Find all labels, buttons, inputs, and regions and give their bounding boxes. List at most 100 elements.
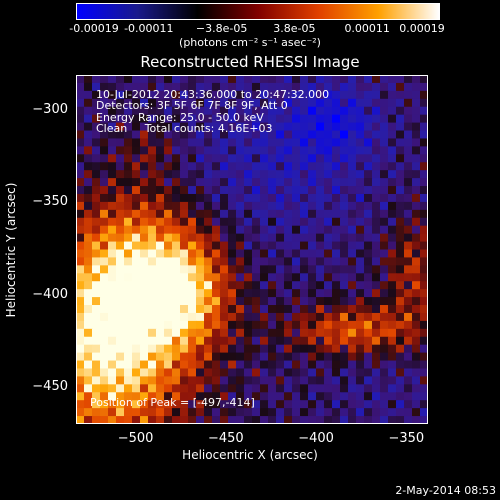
heatmap-cell — [300, 138, 309, 147]
heatmap-cell — [140, 336, 149, 346]
heatmap-cell — [228, 106, 237, 116]
heatmap-cell — [228, 312, 237, 322]
heatmap-cell — [388, 114, 397, 124]
heatmap-cell — [132, 249, 141, 259]
heatmap-cell — [244, 305, 253, 314]
heatmap-cell — [244, 376, 253, 385]
heatmap-cell — [340, 336, 349, 346]
heatmap-cell — [268, 217, 277, 227]
heatmap-cell — [332, 186, 341, 195]
heatmap-cell — [356, 360, 365, 370]
heatmap-cell — [124, 344, 133, 354]
heatmap-cell — [388, 170, 397, 179]
heatmap-cell — [300, 312, 309, 322]
heatmap-cell — [116, 352, 125, 362]
heatmap-cell — [364, 289, 373, 298]
heatmap-cell — [140, 154, 149, 163]
heatmap-cell — [84, 98, 93, 108]
heatmap-cell — [204, 273, 213, 282]
heatmap-cell — [132, 225, 141, 235]
heatmap-cell — [268, 249, 277, 259]
heatmap-cell — [284, 146, 293, 155]
heatmap-cell — [404, 233, 413, 243]
heatmap-cell — [140, 344, 149, 354]
heatmap-cell — [76, 98, 85, 108]
heatmap-cell — [244, 154, 253, 163]
heatmap-cell — [204, 328, 213, 338]
heatmap-cell — [388, 106, 397, 116]
heatmap-cell — [284, 193, 293, 203]
heatmap-cell — [156, 273, 165, 282]
heatmap-cell — [156, 186, 165, 195]
heatmap-cell — [148, 328, 157, 338]
heatmap-cell — [132, 122, 141, 132]
heatmap-cell — [140, 217, 149, 227]
heatmap-cell — [332, 328, 341, 338]
heatmap-cell — [204, 297, 213, 306]
heatmap-cell — [252, 249, 261, 259]
heatmap-cell — [92, 320, 101, 330]
heatmap-cell — [308, 265, 317, 274]
heatmap-cell — [204, 400, 213, 409]
heatmap-cell — [180, 368, 189, 378]
heatmap-cell — [220, 82, 229, 92]
heatmap-cell — [276, 249, 285, 259]
heatmap-cell — [148, 336, 157, 346]
heatmap-cell — [76, 186, 85, 195]
heatmap-cell — [340, 265, 349, 274]
heatmap-cell — [412, 368, 421, 378]
heatmap-cell — [404, 297, 413, 306]
heatmap-cell — [340, 320, 349, 330]
heatmap-cell — [364, 312, 373, 322]
heatmap-cell — [228, 201, 237, 211]
heatmap-cell — [316, 408, 325, 417]
heatmap-cell — [220, 257, 229, 266]
heatmap-cell — [284, 265, 293, 274]
heatmap-cell — [420, 193, 428, 203]
heatmap-cell — [204, 225, 213, 235]
heatmap-cell — [316, 320, 325, 330]
heatmap-cell — [76, 384, 85, 393]
heatmap-cell — [156, 305, 165, 314]
heatmap-cell — [348, 249, 357, 259]
heatmap-cell — [284, 201, 293, 211]
heatmap-cell — [148, 400, 157, 409]
heatmap-cell — [284, 114, 293, 124]
heatmap-cell — [420, 368, 428, 378]
heatmap-cell — [316, 217, 325, 227]
heatmap-cell — [172, 360, 181, 370]
heatmap-cell — [284, 312, 293, 322]
heatmap-cell — [196, 344, 205, 354]
heatmap-cell — [356, 297, 365, 306]
heatmap-cell — [372, 82, 381, 92]
heatmap-cell — [252, 320, 261, 330]
heatmap-cell — [300, 265, 309, 274]
heatmap-cell — [220, 122, 229, 132]
heatmap-cell — [180, 400, 189, 409]
heatmap-cell — [260, 257, 269, 266]
heatmap-cell — [276, 75, 285, 84]
heatmap-cell — [420, 162, 428, 171]
heatmap-cell — [244, 273, 253, 282]
heatmap-cell — [76, 170, 85, 179]
heatmap-cell — [188, 193, 197, 203]
heatmap-cell — [108, 384, 117, 393]
heatmap-cell — [140, 400, 149, 409]
heatmap-cell — [164, 312, 173, 322]
heatmap-cell — [244, 352, 253, 362]
heatmap-cell — [300, 217, 309, 227]
heatmap-cell — [180, 209, 189, 219]
heatmap-cell — [348, 75, 357, 84]
heatmap-cell — [76, 249, 85, 259]
heatmap-cell — [324, 273, 333, 282]
heatmap-cell — [84, 408, 93, 417]
heatmap-cell — [236, 130, 245, 140]
heatmap-cell — [412, 130, 421, 140]
heatmap-cell — [268, 193, 277, 203]
heatmap-cell — [332, 225, 341, 235]
heatmap-cell — [300, 170, 309, 179]
heatmap-cell — [124, 217, 133, 227]
heatmap-cell — [156, 98, 165, 108]
heatmap-cell — [252, 122, 261, 132]
heatmap-cell — [340, 368, 349, 378]
